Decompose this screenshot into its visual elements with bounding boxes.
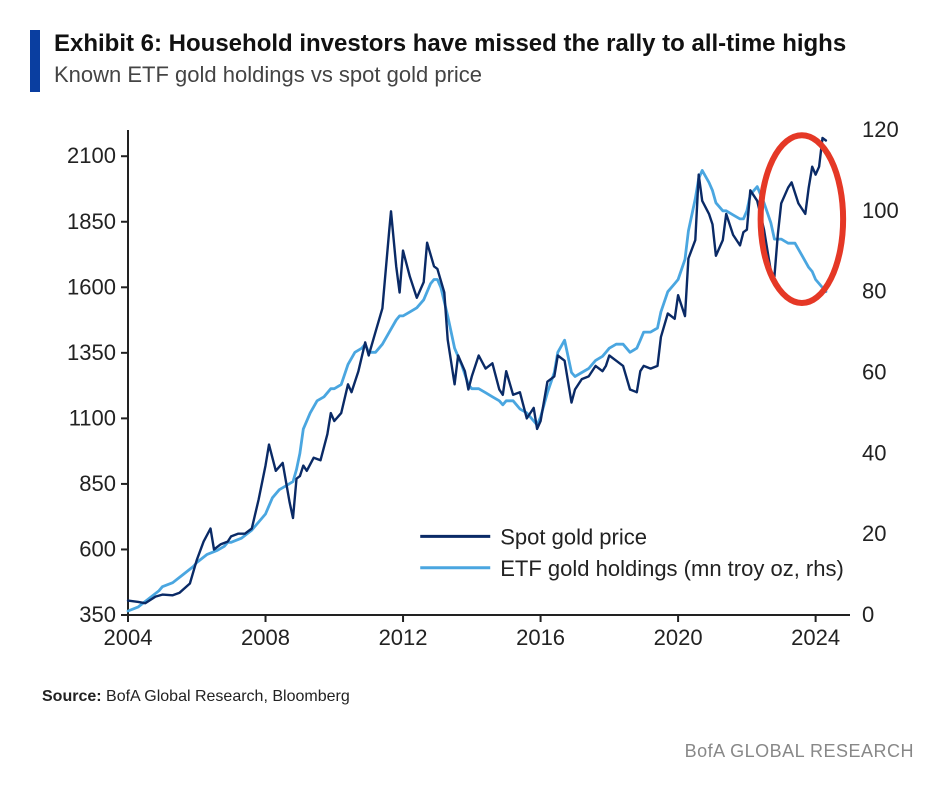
y-right-tick-label: 0 xyxy=(862,602,874,627)
chart-title: Exhibit 6: Household investors have miss… xyxy=(54,30,918,59)
chart-header: Exhibit 6: Household investors have miss… xyxy=(30,30,918,92)
x-tick-label: 2008 xyxy=(241,625,290,650)
y-left-tick-label: 850 xyxy=(79,471,116,496)
y-left-tick-label: 600 xyxy=(79,536,116,561)
x-tick-label: 2016 xyxy=(516,625,565,650)
x-tick-label: 2004 xyxy=(104,625,153,650)
brand-watermark: BofA GLOBAL RESEARCH xyxy=(685,741,914,762)
series-etf-line xyxy=(128,170,826,611)
y-right-tick-label: 40 xyxy=(862,440,886,465)
legend-label-etf: ETF gold holdings (mn troy oz, rhs) xyxy=(500,556,844,581)
y-right-tick-label: 20 xyxy=(862,521,886,546)
y-left-tick-label: 2100 xyxy=(67,143,116,168)
y-left-tick-label: 1100 xyxy=(69,405,116,430)
header-text-block: Exhibit 6: Household investors have miss… xyxy=(54,30,918,89)
source-line: Source: BofA Global Research, Bloomberg xyxy=(42,688,918,706)
source-label: Source: xyxy=(42,688,102,705)
y-right-tick-label: 100 xyxy=(862,198,899,223)
x-tick-label: 2024 xyxy=(791,625,840,650)
y-left-tick-label: 350 xyxy=(79,602,116,627)
y-left-tick-label: 1600 xyxy=(67,274,116,299)
y-right-tick-label: 60 xyxy=(862,360,886,385)
y-right-tick-label: 80 xyxy=(862,279,886,304)
legend-label-spot: Spot gold price xyxy=(500,524,647,549)
y-left-tick-label: 1350 xyxy=(67,340,116,365)
source-text: BofA Global Research, Bloomberg xyxy=(102,688,350,705)
title-accent-bar xyxy=(30,30,40,92)
y-left-tick-label: 1850 xyxy=(67,209,116,234)
chart-subtitle: Known ETF gold holdings vs spot gold pri… xyxy=(54,61,918,90)
chart-svg: 350 600 850 1100 1350 1600 1850 2100 0 20 40 60 80 10… xyxy=(40,110,920,670)
highlight-ellipse xyxy=(761,135,844,303)
y-right-tick-label: 120 xyxy=(862,117,899,142)
chart-area: 350 600 850 1100 1350 1600 1850 2100 0 20 40 60 80 10… xyxy=(40,110,920,670)
x-tick-label: 2020 xyxy=(654,625,703,650)
x-tick-label: 2012 xyxy=(379,625,428,650)
